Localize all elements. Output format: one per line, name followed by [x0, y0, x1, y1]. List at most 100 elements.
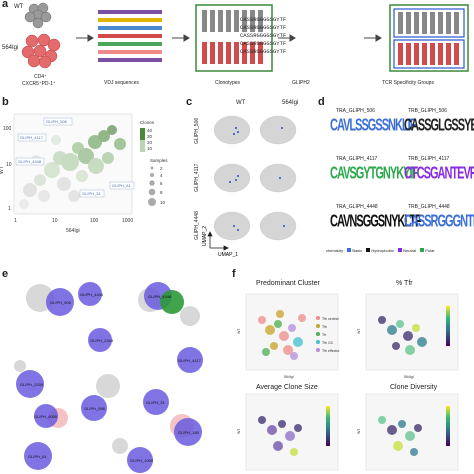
- logo-2: CASSGLGSSYEQYF: [404, 116, 474, 136]
- y-tick-b-2: 10: [6, 162, 12, 168]
- sequence-1: CASSRGGGGSGYTF: [240, 16, 287, 23]
- panel-f-scatters: Tfh central Tfh Tfr Tfh GC Tfh effector …: [237, 293, 459, 471]
- legend-clones-title: Clones: [140, 120, 155, 125]
- row-label-1: GLIPH_506: [194, 118, 200, 144]
- network-node: [81, 395, 107, 421]
- f-xlabel-2: 564Igi: [404, 375, 414, 379]
- panel-label-a: a: [2, 0, 9, 10]
- f-ylabel-3: WT: [237, 428, 241, 434]
- annotation-b-1: GLIPH_506: [46, 119, 68, 124]
- panel-d-logos: TRA_GLIPH_506 TRB_GLIPH_506 CAVLSSGSSNKL…: [326, 108, 474, 258]
- panel-label-c: c: [186, 96, 193, 108]
- pipeline-graphics: [76, 4, 469, 72]
- step-groups-label: TCR Specificity Groups: [382, 80, 434, 86]
- logo-1: CAVLSSGSSNKLIF: [330, 116, 416, 136]
- col-mut: 564Igi: [282, 100, 299, 106]
- f-legend-1: Tfh central: [322, 317, 339, 321]
- network-node: [34, 404, 58, 428]
- network-node: [78, 282, 102, 306]
- sequence-3: CASSRGGGGSGYTF: [240, 32, 287, 39]
- logo-6: CASSRGGGNTLYF: [404, 212, 474, 232]
- node-label-6: GLIPH_6000: [34, 414, 58, 419]
- panel-label-b: b: [2, 96, 9, 108]
- wt-label: WT: [14, 4, 24, 10]
- sequence-5: CASSRGGGGSGYTF: [240, 48, 287, 55]
- network-node: [16, 370, 44, 398]
- node-label-1: GLIPH_506: [50, 300, 72, 305]
- legend-chem-title: chemistry: [326, 248, 344, 253]
- node-label-9: GLIPH_180: [178, 430, 200, 435]
- f-ylabel-1: WT: [237, 328, 241, 334]
- node-label-7: GLIPH_596: [84, 406, 106, 411]
- legend-samples-val: 8: [160, 190, 163, 195]
- f-legend-3: Tfr: [322, 333, 327, 337]
- node-label-2: GLIPH_4444: [80, 292, 104, 297]
- mutant-label: 564Igi: [2, 45, 19, 51]
- legend-samples-val: 6: [160, 181, 163, 186]
- f-legend-5: Tfh effector: [322, 349, 340, 353]
- gliph-sequences: CASSRGGGGSGYTF CASSRGGGGSGYTF CASSRGGGGS…: [240, 16, 286, 56]
- cell-label-1: CD4⁺: [34, 74, 47, 80]
- step-vdj-label: VDJ sequences: [104, 80, 140, 86]
- f-legend-4: Tfh GC: [322, 341, 334, 345]
- umap-x-label: UMAP_1: [218, 252, 238, 258]
- x-tick-b-4: 1000: [122, 218, 133, 224]
- node-label-4: GLIPH_4117: [178, 358, 202, 363]
- sequence-2: CASSRGGGGSGYTF: [240, 24, 287, 31]
- panel-label-d: d: [318, 96, 325, 108]
- logo-4: CTCSGANTEVFF: [404, 164, 474, 184]
- step-gliph-label: GLIPH2: [292, 80, 310, 86]
- legend-clones-val: 30: [147, 134, 153, 139]
- network-node: [24, 442, 52, 470]
- y-tick-b-1: 100: [3, 126, 12, 132]
- panel-a: WT 564Igi CD4⁺ CXCR5⁺PD-1⁺: [0, 0, 474, 95]
- legend-samples-val: 4: [160, 173, 163, 178]
- network-node: [127, 447, 153, 473]
- x-tick-b-1: 1: [14, 218, 17, 224]
- logo-title-5: TRA_GLIPH_4448: [336, 204, 378, 210]
- legend-samples-val: 10: [160, 200, 166, 205]
- x-tick-b-2: 10: [52, 218, 58, 224]
- annotation-b-4: GLIPH_81: [112, 183, 131, 188]
- legend-chem-2: Hydrophobic: [371, 248, 394, 253]
- f-ylabel-2: WT: [357, 328, 361, 334]
- logo-title-2: TRB_GLIPH_506: [408, 108, 447, 114]
- legend-swatch: [420, 248, 425, 252]
- legend-samples-val: 2: [160, 166, 163, 171]
- legend-chem-1: Basic: [352, 248, 363, 253]
- panel-label-f: f: [232, 268, 236, 280]
- panel-c-umaps: GLIPH_506 GLIPH_4117 GLIPH_4448 UMAP_1 U…: [194, 115, 297, 258]
- legend-swatch: [366, 248, 371, 252]
- network-node: [88, 328, 112, 352]
- annotation-b-3: GLIPH_4448: [18, 159, 42, 164]
- umap-y-label: UMAP_2: [202, 226, 208, 246]
- f-title-1: Predominant Cluster: [256, 280, 320, 287]
- legend-clones-val: 40: [147, 128, 153, 133]
- f-title-2: % Tfr: [396, 280, 413, 287]
- panel-b-scatter: GLIPH_506 GLIPH_4117 GLIPH_4448 GLIPH_81…: [0, 113, 168, 234]
- logo-title-6: TRB_GLIPH_4448: [408, 204, 450, 210]
- panel-label-e: e: [2, 268, 9, 280]
- annotation-b-2: GLIPH_4117: [20, 135, 44, 140]
- f-legend-2: Tfh: [322, 325, 327, 329]
- node-label-12: GLIPH_1000: [130, 458, 154, 463]
- logo-3: CAVSGYTGNYKYIF: [330, 164, 418, 184]
- network-node: [174, 418, 202, 446]
- legend-clones-val: 20: [147, 140, 153, 145]
- step-clonotypes-label: Clonotypes: [215, 80, 241, 86]
- row-label-3: GLIPH_4448: [194, 211, 200, 240]
- legend-clones-val: 10: [147, 146, 153, 151]
- node-label-10: GLIPH_4448: [148, 294, 172, 299]
- wt-cell-cluster: [24, 2, 52, 29]
- cell-label-2: CXCR5⁺PD-1⁺: [22, 81, 56, 87]
- legend-chem-4: Polar: [425, 248, 435, 253]
- x-tick-b-3: 100: [90, 218, 99, 224]
- node-label-3: GLIPH_2283: [90, 338, 114, 343]
- logo-title-1: TRA_GLIPH_506: [336, 108, 375, 114]
- f-xlabel-1: 564Igi: [284, 375, 294, 379]
- sequence-4: CASSRGGGGSGYTF: [240, 40, 287, 47]
- f-title-4: Clone Diversity: [390, 384, 438, 391]
- logo-title-4: TRB_GLIPH_4117: [408, 156, 450, 162]
- network-node: [143, 389, 169, 415]
- panel-e-network: GLIPH_506 GLIPH_4444 GLIPH_2283 GLIPH_41…: [14, 282, 203, 473]
